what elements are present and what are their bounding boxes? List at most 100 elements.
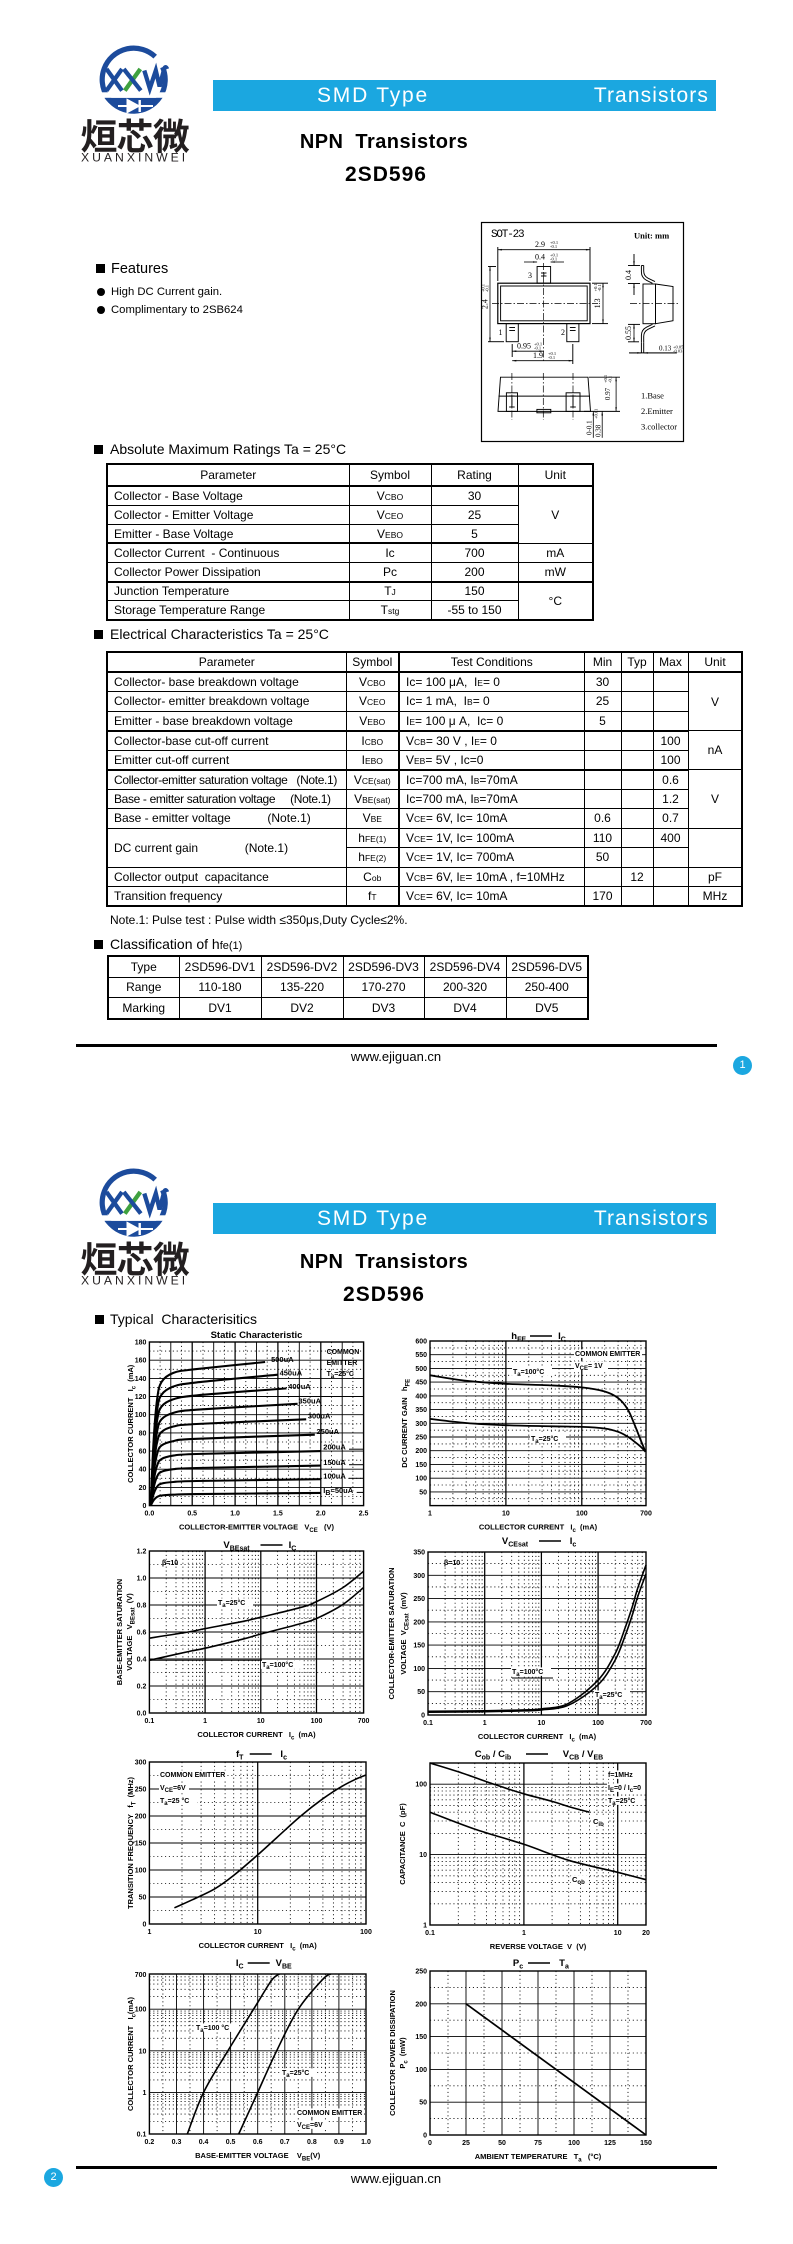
svg-text:+0.1: +0.1 [534, 341, 542, 346]
svg-text:100: 100 [311, 1718, 323, 1725]
svg-text:+0.01: +0.01 [594, 409, 599, 419]
svg-text:-0.1: -0.1 [597, 284, 602, 291]
svg-text:fT: fT [236, 1749, 244, 1762]
svg-text:Cob / Cib: Cob / Cib [475, 1749, 511, 1762]
svg-text:IC: IC [289, 1540, 297, 1553]
svg-text:Ta=100°C: Ta=100°C [512, 1668, 543, 1678]
svg-text:COLLECTOR CURRENT Ic (mA): COLLECTOR CURRENT Ic (mA) [197, 1730, 316, 1742]
svg-text:0: 0 [421, 1713, 425, 1720]
svg-text:300: 300 [413, 1573, 425, 1580]
svg-text:10: 10 [139, 2048, 147, 2055]
svg-text:100: 100 [360, 1929, 372, 1936]
svg-text:CAPACITANCE C (pF): CAPACITANCE C (pF) [398, 1803, 407, 1885]
svg-text:1.0: 1.0 [137, 1576, 147, 1583]
svg-text:50: 50 [498, 2140, 506, 2147]
svg-text:Pc (mW): Pc (mW) [398, 2037, 410, 2069]
svg-text:COLLECTOR POWER DISSIPATION: COLLECTOR POWER DISSIPATION [388, 1990, 397, 2116]
svg-text:Ta=25°C: Ta=25°C [595, 1691, 622, 1701]
svg-text:Pc: Pc [513, 1958, 523, 1971]
svg-text:VCE=6V: VCE=6V [297, 2122, 323, 2131]
svg-text:1.9: 1.9 [533, 351, 543, 360]
svg-text:60: 60 [139, 1449, 147, 1456]
svg-text:200: 200 [413, 1619, 425, 1626]
svg-text:β=10: β=10 [162, 1560, 178, 1567]
svg-text:Ta=25 °C: Ta=25 °C [160, 1797, 189, 1807]
svg-text:+0.1: +0.1 [550, 252, 558, 257]
svg-text:1: 1 [147, 1929, 151, 1936]
svg-text:2.5: 2.5 [359, 1511, 369, 1518]
svg-text:0.1: 0.1 [425, 1930, 435, 1937]
svg-text:100: 100 [135, 2007, 147, 2014]
svg-text:125: 125 [604, 2140, 616, 2147]
svg-text:500uA: 500uA [271, 1355, 294, 1364]
svg-text:250: 250 [413, 1596, 425, 1603]
svg-text:+0.1: +0.1 [550, 240, 558, 245]
svg-text:0.5: 0.5 [226, 2139, 236, 2146]
svg-text:0.38: 0.38 [595, 424, 603, 437]
svg-text:0: 0 [428, 2140, 432, 2147]
svg-text:+0.1: +0.1 [548, 351, 556, 356]
svg-text:COLLECTOR CURRENT Ic(mA): COLLECTOR CURRENT Ic(mA) [126, 1996, 138, 2111]
svg-text:Ta=25°C: Ta=25°C [531, 1435, 558, 1445]
svg-text:COLLECTOR CURRENT Ic (mA): COLLECTOR CURRENT Ic (mA) [479, 1523, 598, 1535]
svg-text:100: 100 [135, 1868, 147, 1875]
svg-text:IE=0 / Ic=0: IE=0 / Ic=0 [608, 1785, 641, 1794]
svg-text:BASE-EMITTER VOLTAGE VBE(V): BASE-EMITTER VOLTAGE VBE(V) [195, 2151, 321, 2163]
svg-text:150: 150 [413, 1643, 425, 1650]
svg-text:350: 350 [413, 1550, 425, 1557]
svg-text:Ta=25°C: Ta=25°C [282, 2069, 309, 2079]
svg-text:+0.1: +0.1 [480, 284, 485, 292]
svg-text:0.5: 0.5 [187, 1511, 197, 1518]
svg-text:1.Base: 1.Base [641, 391, 664, 401]
svg-text:Ta=100°C: Ta=100°C [262, 1661, 293, 1671]
svg-text:+0.1: +0.1 [603, 375, 608, 383]
svg-text:0.8: 0.8 [137, 1603, 147, 1610]
svg-text:COMMON EMITTER: COMMON EMITTER [575, 1351, 640, 1358]
svg-text:1.0: 1.0 [230, 1511, 240, 1518]
svg-text:140: 140 [135, 1376, 147, 1383]
svg-text:1: 1 [142, 2090, 146, 2097]
svg-text:0: 0 [423, 2133, 427, 2140]
svg-text:100: 100 [413, 1666, 425, 1673]
svg-text:300: 300 [135, 1760, 147, 1767]
svg-text:100uA: 100uA [323, 1472, 346, 1481]
svg-text:0.1: 0.1 [137, 2132, 147, 2139]
svg-text:0.7: 0.7 [280, 2139, 290, 2146]
svg-text:350: 350 [415, 1407, 427, 1414]
svg-text:Ic: Ic [570, 1536, 577, 1549]
svg-text:200: 200 [415, 2001, 427, 2008]
svg-text:2.9: 2.9 [535, 240, 545, 249]
svg-text:β=10: β=10 [444, 1560, 460, 1567]
svg-text:Ta: Ta [559, 1958, 569, 1971]
svg-text:160: 160 [135, 1358, 147, 1365]
svg-text:150uA: 150uA [323, 1458, 346, 1467]
svg-text:10: 10 [614, 1930, 622, 1937]
svg-text:1: 1 [203, 1718, 207, 1725]
svg-text:0.4: 0.4 [624, 270, 633, 280]
svg-text:250uA: 250uA [317, 1427, 340, 1436]
svg-text:1.0: 1.0 [361, 2139, 371, 2146]
svg-text:150: 150 [135, 1841, 147, 1848]
svg-text:100: 100 [568, 2140, 580, 2147]
svg-text:VCEsat: VCEsat [502, 1536, 529, 1549]
svg-text:150: 150 [415, 2034, 427, 2041]
svg-text:0.4: 0.4 [535, 253, 545, 262]
svg-text:40: 40 [139, 1467, 147, 1474]
svg-text:0: 0 [142, 1503, 146, 1510]
svg-text:f=1MHz: f=1MHz [608, 1772, 633, 1779]
svg-text:XUANXINWEI: XUANXINWEI [81, 151, 188, 165]
svg-text:Cob: Cob [572, 1875, 585, 1886]
svg-text:0.13: 0.13 [659, 345, 672, 353]
svg-text:IC: IC [558, 1331, 566, 1344]
svg-text:2: 2 [561, 328, 565, 337]
svg-text:25: 25 [462, 2140, 470, 2147]
svg-text:180: 180 [135, 1340, 147, 1347]
svg-text:VCB / VEB: VCB / VEB [563, 1749, 603, 1762]
svg-text:700: 700 [358, 1718, 370, 1725]
svg-text:100: 100 [592, 1720, 604, 1727]
svg-text:REVERSE VOLTAGE V (V): REVERSE VOLTAGE V (V) [490, 1942, 587, 1951]
svg-text:0: 0 [142, 1922, 146, 1929]
svg-text:VCE=6V: VCE=6V [160, 1785, 186, 1794]
svg-text:0.2: 0.2 [137, 1684, 147, 1691]
svg-text:100: 100 [135, 1412, 147, 1419]
